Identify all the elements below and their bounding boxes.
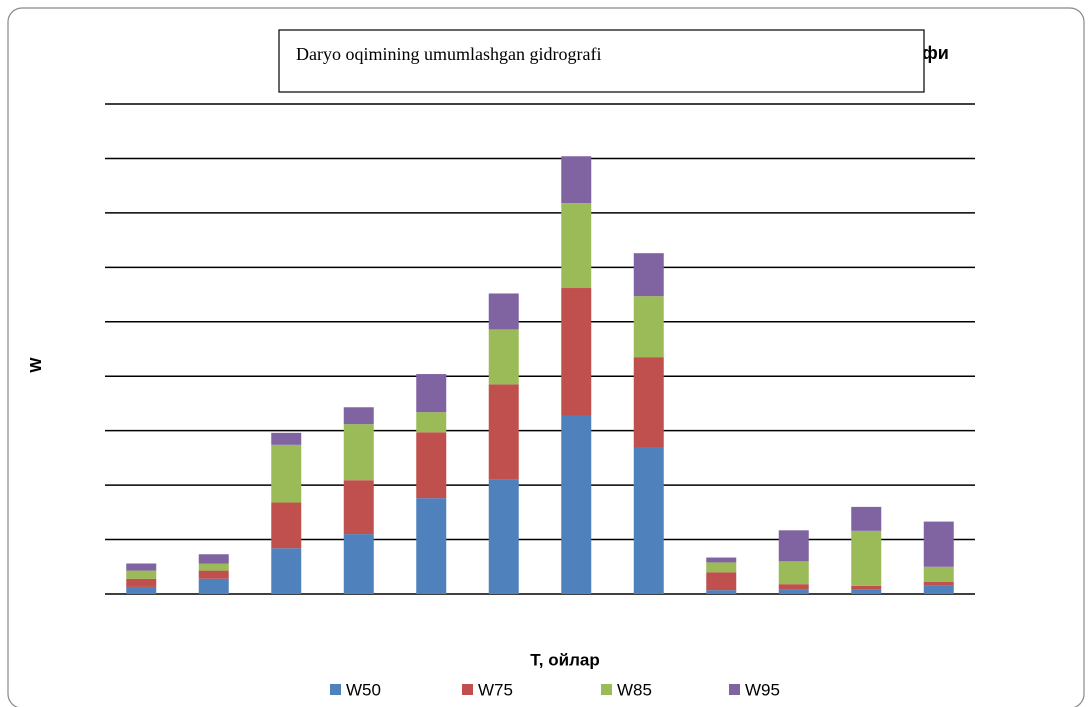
bar-segment	[126, 570, 157, 579]
legend-swatch	[330, 684, 341, 695]
bar-segment	[561, 156, 592, 204]
bar-segment	[343, 407, 374, 425]
bar-segment	[488, 329, 519, 385]
y-axis-label: W	[28, 357, 45, 373]
bar-segment	[198, 554, 229, 564]
bar-segment	[488, 479, 519, 594]
bar-segment	[561, 203, 592, 289]
bar-segment	[416, 374, 447, 413]
bar-segment	[923, 585, 954, 594]
bar-segment	[851, 589, 882, 594]
bar-segment	[198, 563, 229, 571]
bar-segment	[271, 548, 302, 594]
bar-segment	[923, 521, 954, 567]
bar-segment	[343, 534, 374, 594]
bar-segment	[488, 384, 519, 480]
bar-segment	[633, 357, 664, 447]
legend-label: W85	[617, 680, 652, 699]
bar-segment	[706, 590, 737, 594]
bar-segment	[126, 563, 157, 571]
bar-segment	[706, 557, 737, 563]
legend-swatch	[601, 684, 612, 695]
bar-segment	[343, 480, 374, 535]
bar-segment	[633, 447, 664, 594]
bar-segment	[126, 586, 157, 594]
bar-segment	[778, 584, 809, 590]
bar-segment	[488, 293, 519, 330]
bar-segment	[271, 502, 302, 549]
bar-segment	[126, 578, 157, 587]
bar-segment	[923, 566, 954, 583]
bar-segment	[851, 530, 882, 586]
legend-label: W50	[346, 680, 381, 699]
bar-segment	[271, 444, 302, 503]
bar-segment	[416, 412, 447, 433]
bar-segment	[198, 570, 229, 579]
legend-swatch	[729, 684, 740, 695]
bar-segment	[561, 288, 592, 416]
bar-segment	[923, 582, 954, 586]
bar-segment	[561, 415, 592, 594]
bar-segment	[851, 506, 882, 531]
bar-segment	[706, 572, 737, 591]
bar-segment	[851, 585, 882, 590]
chart-frame	[7, 7, 1085, 707]
bar-segment	[343, 424, 374, 481]
title-box	[278, 29, 925, 93]
bar-segment	[416, 498, 447, 594]
bar-segment	[633, 296, 664, 358]
bar-segment	[416, 432, 447, 499]
bar-segment	[706, 562, 737, 573]
legend-swatch	[462, 684, 473, 695]
bar-segment	[198, 578, 229, 594]
bar-segment	[778, 530, 809, 562]
bar-segment	[633, 253, 664, 297]
legend-label: W75	[478, 680, 513, 699]
bar-segment	[271, 432, 302, 445]
bar-segment	[778, 561, 809, 585]
legend-label: W95	[745, 680, 780, 699]
title-fragment: фи	[922, 43, 949, 63]
chart-title: Daryo oqimining umumlashgan gidrografi	[296, 44, 601, 64]
x-axis-label: T, ойлар	[530, 650, 599, 669]
bar-segment	[778, 589, 809, 594]
